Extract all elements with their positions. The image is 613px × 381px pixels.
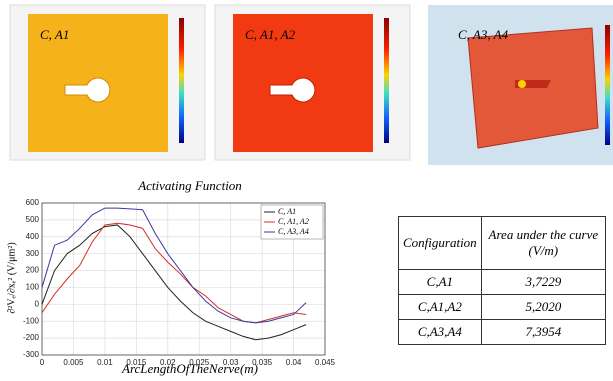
- table-cell: C,A1,A2: [399, 295, 482, 320]
- x-tick-label: 0.03: [223, 358, 239, 367]
- panel-3: C, A3, A4: [428, 5, 613, 165]
- legend-label: C, A1, A2: [278, 217, 309, 226]
- x-tick-label: 0.035: [252, 358, 273, 367]
- x-tick-label: 0.025: [189, 358, 210, 367]
- panel-label: C, A1: [40, 27, 69, 42]
- table-cell: 3,7229: [481, 270, 605, 295]
- x-tick-label: 0.02: [160, 358, 176, 367]
- y-tick-label: 400: [26, 232, 40, 241]
- y-tick-label: -100: [23, 316, 40, 325]
- y-tick-label: -200: [23, 333, 40, 342]
- y-tick-label: -300: [23, 350, 40, 359]
- y-axis-label: ∂²Vₑ/∂xₑ² (V/μm²): [6, 242, 17, 313]
- legend-label: C, A1: [278, 207, 296, 216]
- y-tick-label: 200: [26, 266, 40, 275]
- panel-2: C, A1, A2: [215, 5, 410, 160]
- x-tick-label: 0.045: [315, 358, 336, 367]
- chart-title: Activating Function: [137, 178, 242, 193]
- x-tick-label: 0.04: [286, 358, 302, 367]
- panel-1: C, A1: [10, 5, 205, 160]
- chart: Activating Function ArcLengthOfTheNerve(…: [0, 170, 390, 381]
- y-tick-label: 500: [26, 215, 40, 224]
- table-header: Configuration: [399, 217, 482, 270]
- legend-label: C, A3, A4: [278, 227, 309, 236]
- table-cell: 5,2020: [481, 295, 605, 320]
- x-tick-label: 0.005: [63, 358, 84, 367]
- table-cell: 7,3954: [481, 320, 605, 345]
- y-tick-label: 100: [26, 283, 40, 292]
- table-header: Area under the curve (V/m): [481, 217, 605, 270]
- panel-label: C, A3, A4: [458, 27, 509, 42]
- y-tick-label: 0: [35, 299, 40, 308]
- x-tick-label: 0.015: [126, 358, 147, 367]
- panel-label: C, A1, A2: [245, 27, 296, 42]
- x-tick-label: 0: [40, 358, 45, 367]
- data-line: [42, 225, 306, 340]
- y-tick-label: 600: [26, 198, 40, 207]
- x-tick-label: 0.01: [97, 358, 113, 367]
- y-tick-label: 300: [26, 249, 40, 258]
- page: {"panels": [{"label": "C, A1"}, {"label"…: [0, 0, 613, 381]
- panels: C, A1 C, A1, A2 C, A3, A4: [0, 0, 613, 170]
- table-cell: C,A1: [399, 270, 482, 295]
- table-cell: C,A3,A4: [399, 320, 482, 345]
